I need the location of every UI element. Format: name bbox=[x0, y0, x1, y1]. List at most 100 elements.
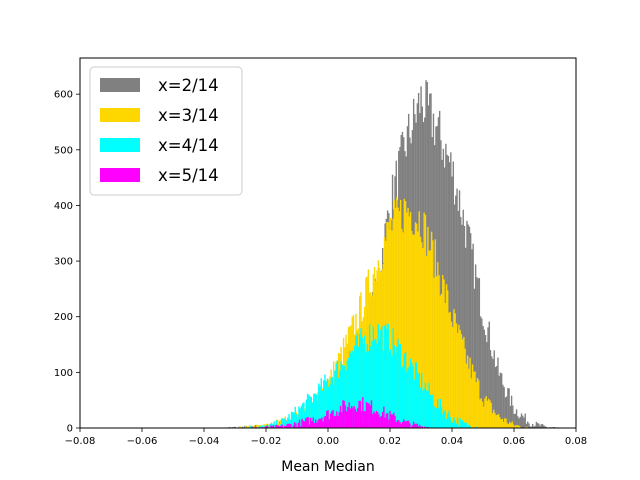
histogram-bar bbox=[471, 364, 474, 428]
histogram-bar bbox=[408, 216, 410, 428]
histogram-bar bbox=[513, 414, 515, 428]
histogram-bar bbox=[404, 421, 406, 428]
histogram-bar bbox=[492, 409, 495, 428]
histogram-bar bbox=[529, 426, 531, 428]
histogram-bar bbox=[514, 413, 517, 428]
series-3-bars bbox=[241, 323, 482, 428]
histogram-bar bbox=[280, 419, 283, 428]
histogram-bar bbox=[425, 256, 428, 428]
histogram-bar bbox=[504, 418, 506, 428]
histogram-bar bbox=[335, 363, 337, 428]
histogram-bar bbox=[393, 200, 396, 428]
histogram-bar bbox=[450, 420, 453, 428]
histogram-bar bbox=[421, 242, 423, 428]
histogram-bar bbox=[402, 366, 404, 428]
histogram-bar bbox=[450, 321, 453, 428]
histogram-bar bbox=[372, 326, 375, 428]
histogram-bar bbox=[438, 110, 441, 428]
histogram-bar bbox=[266, 426, 269, 428]
histogram-bar bbox=[463, 226, 466, 428]
histogram-bar bbox=[316, 401, 319, 428]
histogram-bar bbox=[343, 400, 345, 428]
histogram-bar bbox=[303, 402, 305, 428]
histogram-bar bbox=[442, 414, 444, 428]
histogram-bar bbox=[468, 368, 470, 428]
histogram-bar bbox=[494, 367, 497, 428]
histogram-bar bbox=[459, 418, 461, 428]
histogram-bar bbox=[273, 421, 275, 428]
histogram-bar bbox=[371, 341, 373, 428]
histogram-bar bbox=[415, 423, 417, 428]
histogram-bar bbox=[507, 388, 509, 428]
histogram-bar bbox=[534, 425, 536, 428]
histogram-bar bbox=[312, 417, 314, 428]
histogram-bar bbox=[541, 424, 544, 428]
x-tick-label: 0.08 bbox=[565, 436, 587, 447]
histogram-bar bbox=[287, 417, 289, 428]
histogram-bar bbox=[392, 328, 394, 428]
histogram-bar bbox=[276, 424, 278, 428]
histogram-bar bbox=[487, 327, 489, 428]
histogram-bar bbox=[418, 372, 420, 428]
histogram-bar bbox=[319, 386, 321, 428]
histogram-bar bbox=[516, 425, 518, 428]
histogram-bar bbox=[261, 425, 263, 428]
histogram-bar bbox=[361, 337, 363, 428]
histogram-bar bbox=[471, 249, 473, 428]
histogram-bar bbox=[389, 410, 391, 428]
y-tick-label: 100 bbox=[54, 368, 73, 379]
histogram-bar bbox=[366, 343, 368, 428]
histogram-bar bbox=[305, 418, 307, 428]
histogram-bar bbox=[374, 413, 376, 428]
histogram-bar bbox=[340, 361, 342, 428]
histogram-bar bbox=[455, 423, 458, 428]
histogram-bar bbox=[469, 233, 472, 428]
histogram-bar bbox=[295, 414, 298, 428]
histogram-bar bbox=[347, 357, 350, 428]
histogram-bar bbox=[397, 207, 399, 428]
histogram-bar bbox=[327, 410, 329, 428]
histogram-bar bbox=[460, 420, 463, 428]
histogram-bar bbox=[294, 406, 296, 428]
histogram-bar bbox=[351, 350, 353, 428]
histogram-bar bbox=[469, 357, 471, 428]
histogram-bar bbox=[533, 426, 535, 428]
histogram-bar bbox=[433, 277, 435, 428]
histogram-bar bbox=[396, 346, 398, 428]
histogram-bar bbox=[330, 378, 332, 428]
histogram-bar bbox=[414, 222, 417, 428]
histogram-bar bbox=[370, 346, 372, 428]
histogram-bar bbox=[379, 417, 381, 428]
histogram-bar bbox=[316, 422, 318, 428]
histogram-bar bbox=[285, 425, 287, 428]
histogram-bar bbox=[539, 425, 541, 428]
histogram-bar bbox=[282, 418, 284, 428]
histogram-bar bbox=[249, 426, 252, 428]
histogram-bar bbox=[345, 411, 348, 428]
histogram-bar bbox=[465, 363, 468, 428]
histogram-bar bbox=[465, 247, 467, 428]
histogram-bar bbox=[487, 398, 490, 428]
histogram-bar bbox=[453, 309, 455, 428]
histogram-bar bbox=[523, 417, 525, 428]
legend-label: x=3/14 bbox=[158, 106, 219, 125]
histogram-bar bbox=[319, 418, 322, 428]
legend-swatch bbox=[100, 138, 140, 152]
histogram-bar bbox=[400, 423, 402, 428]
histogram-bar bbox=[297, 422, 300, 428]
histogram-bar bbox=[437, 398, 439, 428]
histogram-bar bbox=[398, 420, 400, 428]
histogram-bar bbox=[419, 387, 422, 428]
histogram-bar bbox=[355, 336, 357, 428]
histogram-bar bbox=[299, 408, 301, 428]
histogram-bar bbox=[518, 418, 520, 428]
histogram-bar bbox=[354, 408, 357, 428]
histogram-bar bbox=[445, 418, 448, 428]
y-axis-ticks: 0 100 200 300 400 500 600 bbox=[54, 90, 80, 435]
histogram-bar bbox=[424, 382, 427, 428]
histogram-bar bbox=[314, 419, 317, 428]
legend-label: x=4/14 bbox=[158, 136, 219, 155]
histogram-bar bbox=[509, 405, 512, 428]
histogram-bar bbox=[306, 417, 308, 428]
